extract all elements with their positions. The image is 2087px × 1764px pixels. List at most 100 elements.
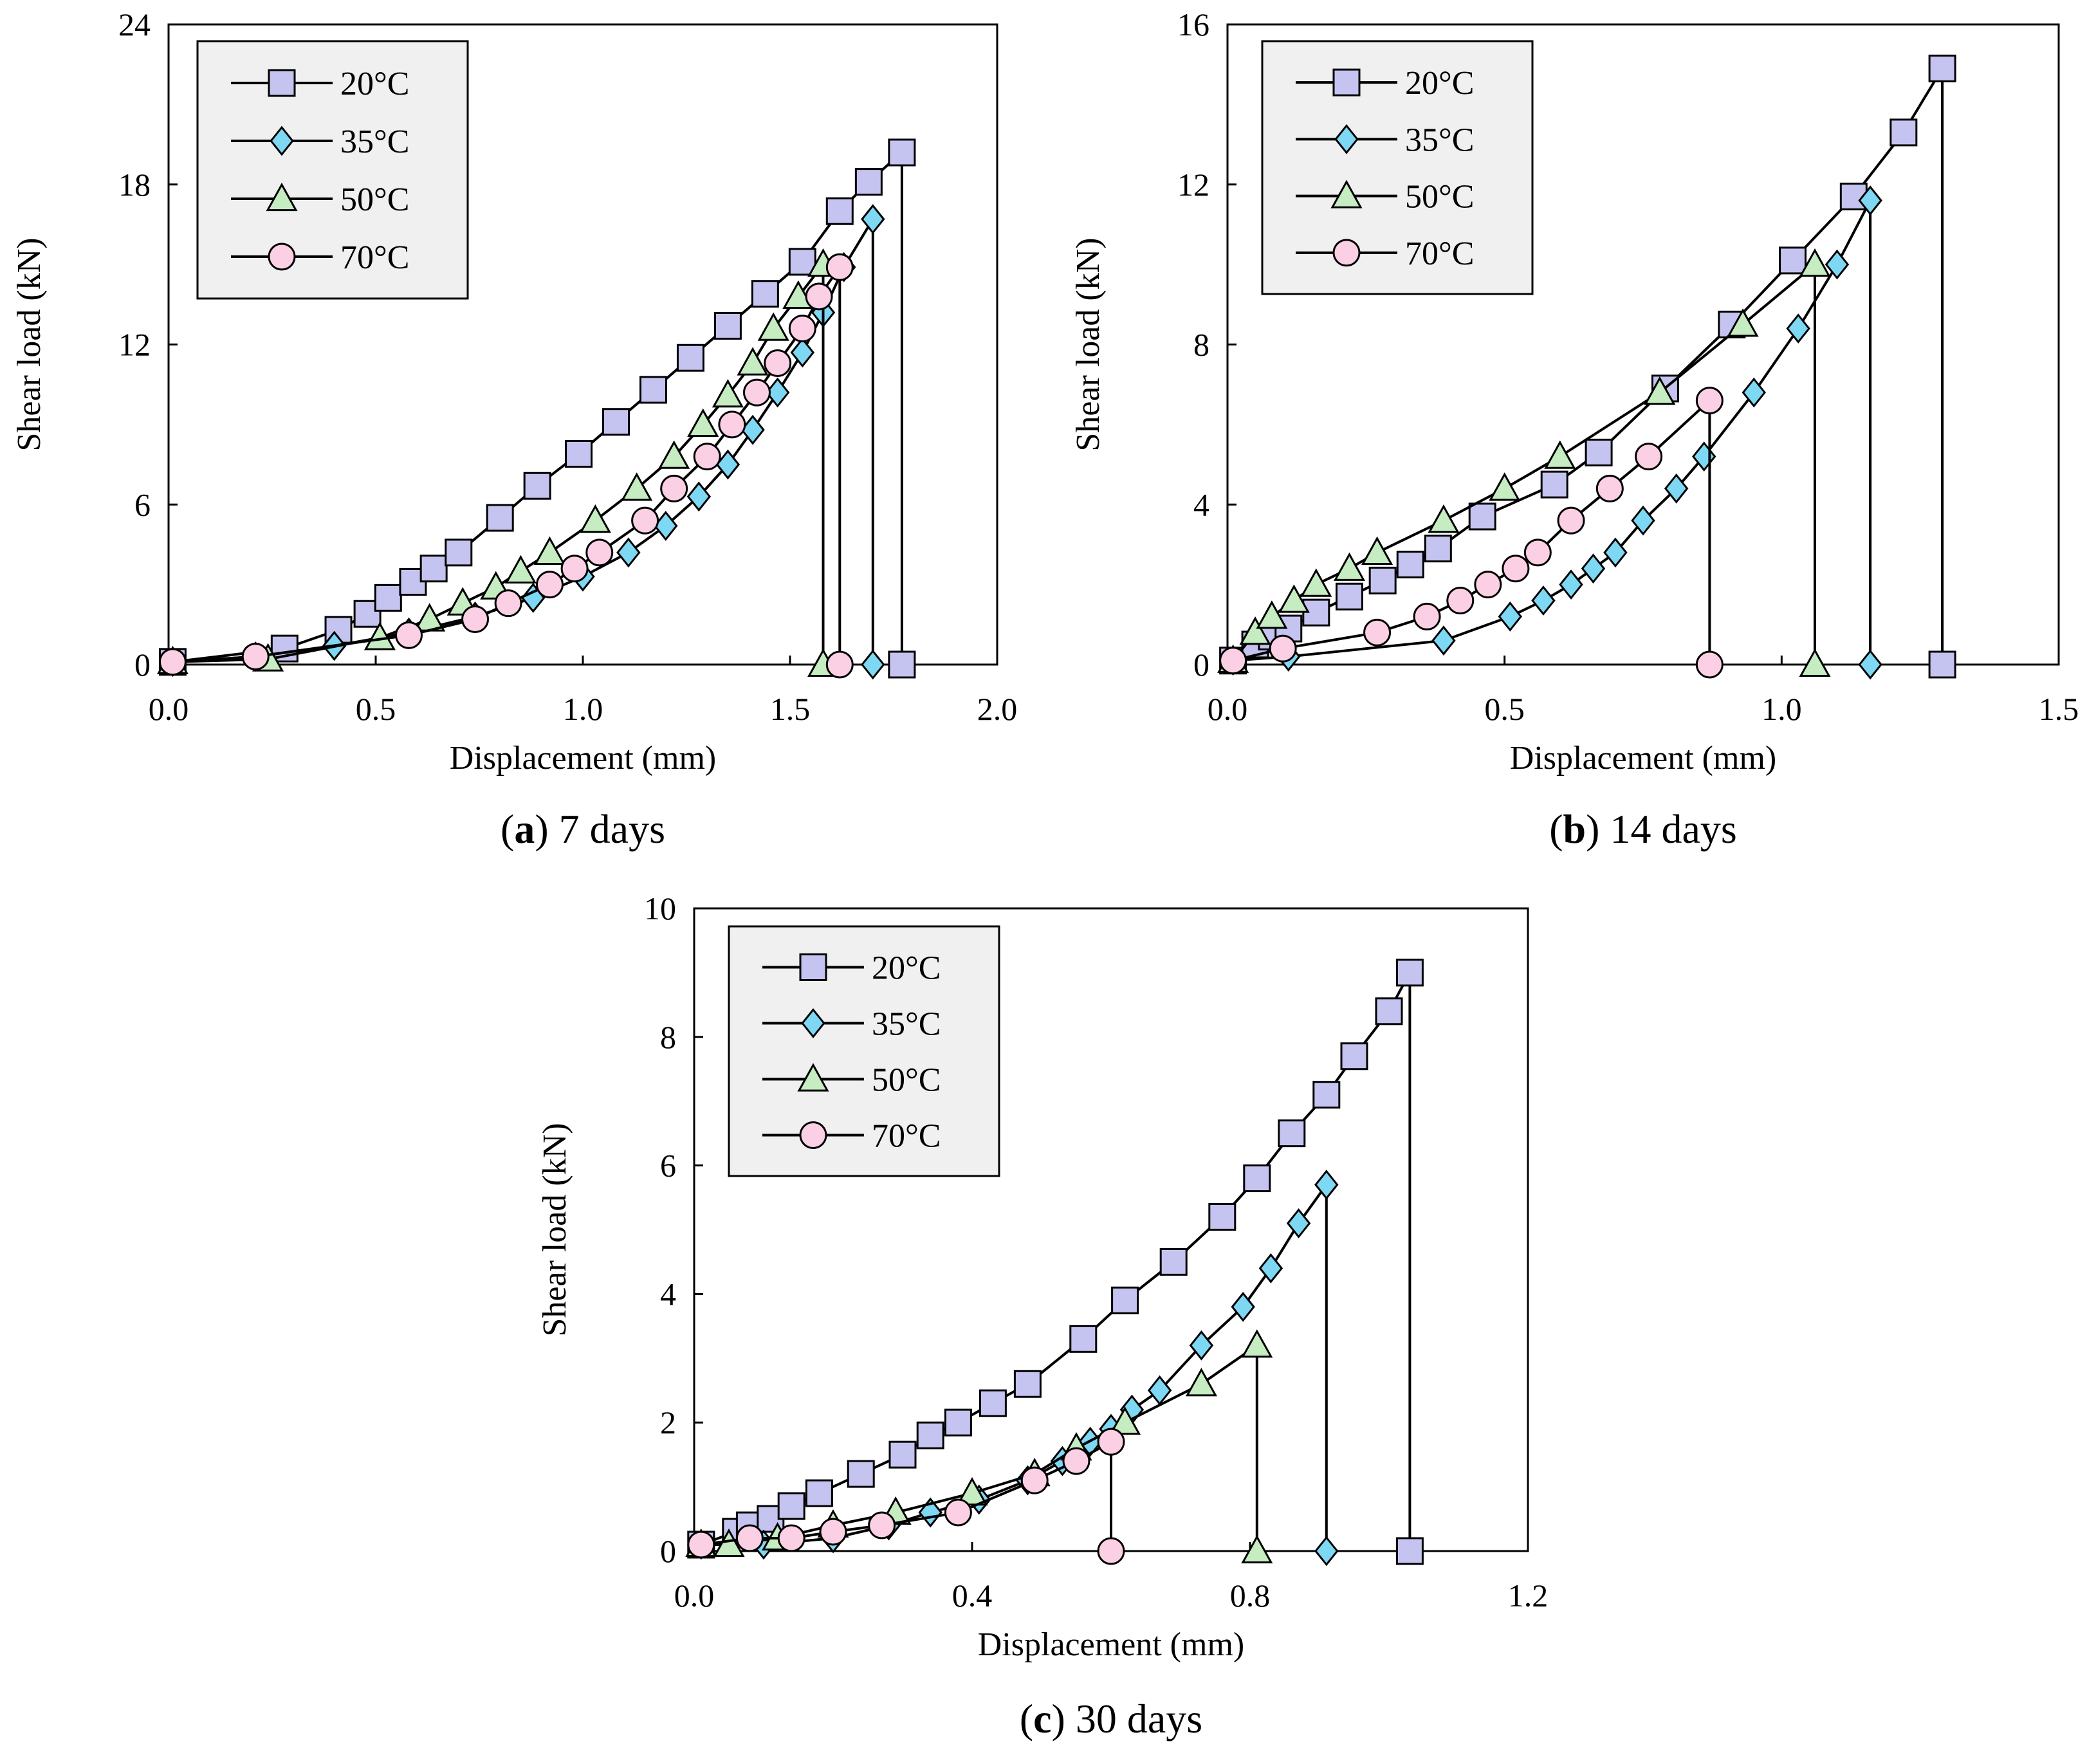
data-point-70c <box>819 1518 847 1546</box>
data-point-70c <box>585 538 614 567</box>
data-point-35c <box>1559 569 1583 600</box>
x-tick-label: 0.0 <box>149 691 189 727</box>
legend-label-20c: 20°C <box>340 66 409 102</box>
legend-marker-50c <box>266 182 298 212</box>
data-point-20c <box>1159 1247 1188 1276</box>
panel-caption: (b) 14 days <box>1549 806 1737 852</box>
data-point-70c <box>1446 587 1475 614</box>
data-point-20c <box>1069 1325 1098 1353</box>
data-point-35c <box>1314 1170 1339 1200</box>
legend-marker-20c <box>1332 68 1361 96</box>
data-point-70c <box>1363 618 1392 647</box>
data-point-70c <box>395 621 423 649</box>
x-tick-label: 0.0 <box>674 1577 715 1613</box>
data-point-20c <box>565 439 593 468</box>
data-point-50c <box>1727 308 1759 337</box>
series-50c <box>156 248 840 677</box>
data-point-50c <box>687 408 719 437</box>
data-point-20c <box>1928 54 1956 82</box>
data-point-20c <box>1013 1370 1042 1398</box>
data-point-20c <box>1396 551 1424 579</box>
series-35c <box>1220 185 1882 680</box>
legend-marker-35c <box>801 1008 825 1038</box>
data-point-50c <box>579 504 611 533</box>
legend-marker-70c <box>799 1121 827 1149</box>
data-point-35c <box>861 204 885 235</box>
panel-caption: (a) 7 days <box>501 806 665 852</box>
legend-marker-35c <box>1334 124 1359 154</box>
data-point-50c <box>1544 440 1576 469</box>
data-point-35c <box>1631 505 1655 536</box>
data-point-50c <box>1278 584 1310 613</box>
data-point-35c <box>1692 441 1716 472</box>
data-point-70c <box>1502 555 1530 583</box>
legend-label-35c: 35°C <box>872 1006 941 1043</box>
y-axis-label: Shear load (kN) <box>537 1123 573 1336</box>
data-point-20c <box>888 1440 917 1469</box>
legend-marker-35c <box>270 125 294 156</box>
x-tick-label: 1.0 <box>563 691 603 727</box>
y-axis-label: Shear load (kN) <box>1070 237 1107 451</box>
legend-label-50c: 50°C <box>340 181 409 218</box>
data-point-50c <box>1185 1368 1217 1397</box>
data-point-20c <box>944 1408 972 1437</box>
data-point-70c <box>1097 1428 1125 1456</box>
data-point-35c <box>1189 1330 1214 1361</box>
data-point-20c <box>486 504 514 532</box>
data-point-20c <box>1335 582 1363 611</box>
data-point-70c <box>1695 650 1724 679</box>
x-axis-label: Displacement (mm) <box>978 1626 1244 1663</box>
y-tick-label: 8 <box>660 1019 676 1055</box>
y-tick-label: 18 <box>118 167 151 203</box>
data-point-20c <box>854 168 883 196</box>
y-tick-label: 8 <box>1193 327 1209 363</box>
data-point-50c <box>621 472 653 501</box>
chart-panel-b: 0.0 0.5 1.0 1.5 0 4 8 12 16 Displacement (mm) Shea… <box>1070 6 2079 852</box>
data-point-20c <box>1312 1081 1341 1109</box>
y-tick-label: 6 <box>134 486 151 522</box>
data-point-50c <box>1489 472 1521 501</box>
x-tick-label: 0.4 <box>952 1577 993 1613</box>
legend: 20°C 35°C 50°C 70°C <box>728 925 1000 1177</box>
data-point-50c <box>737 347 769 376</box>
y-tick-label: 6 <box>660 1148 676 1184</box>
data-point-20c <box>1368 566 1397 594</box>
data-point-20c <box>1585 438 1613 466</box>
data-point-70c <box>788 315 816 343</box>
data-point-50c <box>1241 1534 1273 1564</box>
legend-label-20c: 20°C <box>1405 65 1474 102</box>
data-point-20c <box>1208 1203 1237 1231</box>
data-point-20c <box>1468 502 1496 531</box>
data-point-70c <box>1523 538 1552 567</box>
data-point-35c <box>1314 1536 1339 1566</box>
data-point-50c <box>713 1528 745 1557</box>
series-line-70c <box>701 1440 1112 1551</box>
data-point-70c <box>764 349 792 378</box>
y-tick-label: 10 <box>644 890 676 926</box>
data-point-70c <box>1635 443 1663 471</box>
data-point-20c <box>602 408 630 436</box>
legend-box <box>1261 40 1534 295</box>
data-point-70c <box>1020 1466 1049 1494</box>
y-axis-label: Shear load (kN) <box>11 237 48 451</box>
x-tick-label: 0.8 <box>1230 1577 1271 1613</box>
data-point-70c <box>805 282 833 311</box>
data-point-35c <box>1858 649 1882 680</box>
data-point-20c <box>1278 1119 1306 1148</box>
data-point-50c <box>1333 552 1366 581</box>
data-point-70c <box>777 1524 805 1552</box>
data-point-20c <box>888 650 916 679</box>
data-point-70c <box>1097 1537 1125 1565</box>
legend-label-50c: 50°C <box>1405 179 1474 216</box>
data-point-50c <box>1239 616 1271 645</box>
series-70c <box>1219 387 1724 679</box>
legend-box <box>728 925 1000 1177</box>
legend-box <box>196 40 469 300</box>
legend-marker-50c <box>1330 179 1363 208</box>
data-point-50c <box>658 440 690 469</box>
data-point-20c <box>825 197 854 225</box>
data-point-20c <box>1243 1164 1271 1193</box>
y-tick-label: 12 <box>1177 167 1209 203</box>
x-tick-label: 1.5 <box>2039 691 2079 727</box>
